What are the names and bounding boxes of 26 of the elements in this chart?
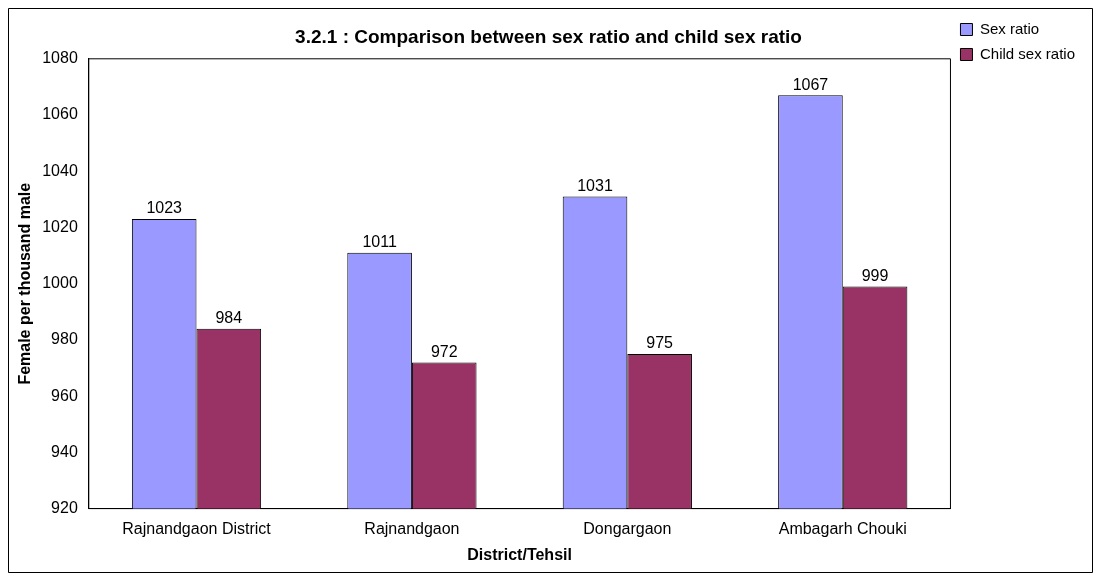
- x-tick-label: Ambagarh Chouki: [778, 519, 907, 537]
- y-axis-title: Female per thousand male: [16, 182, 34, 385]
- data-label: 984: [215, 309, 243, 327]
- legend-label: Sex ratio: [979, 19, 1040, 37]
- y-tick-label: 920: [51, 499, 78, 517]
- chart-title: 3.2.1 : Comparison between sex ratio and child sex ratio: [295, 25, 802, 47]
- data-label: 1031: [577, 176, 613, 194]
- data-label: 972: [430, 342, 458, 360]
- x-tick-label: Rajnandgaon: [364, 519, 460, 537]
- x-axis-title: District/Tehsil: [467, 545, 572, 563]
- data-label: 1023: [146, 199, 183, 217]
- x-tick-label: Dongargaon: [583, 519, 672, 537]
- y-tick-label: 1040: [42, 161, 78, 179]
- y-tick-label: 1020: [42, 217, 78, 235]
- y-tick-label: 980: [51, 330, 78, 348]
- y-tick-label: 940: [51, 442, 78, 460]
- data-label: 975: [646, 334, 674, 352]
- legend-label: Child sex ratio: [979, 44, 1076, 62]
- x-tick-label: Rajnandgaon District: [122, 519, 272, 537]
- data-label: 1011: [362, 233, 397, 251]
- y-tick-label: 1080: [42, 49, 78, 67]
- y-tick-label: 960: [51, 386, 78, 404]
- y-tick-label: 1000: [42, 274, 78, 292]
- y-tick-label: 1060: [42, 105, 78, 123]
- data-label: 1067: [792, 75, 829, 93]
- data-label: 999: [861, 266, 889, 284]
